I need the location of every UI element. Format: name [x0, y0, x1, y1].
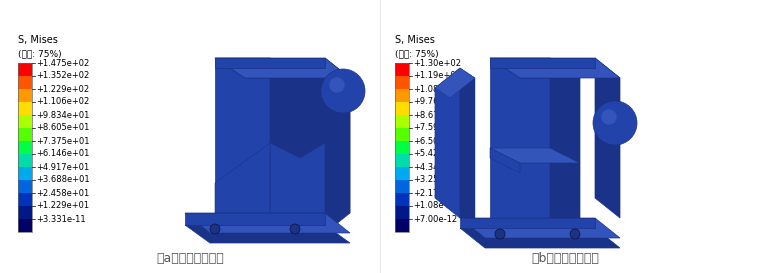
Polygon shape: [215, 58, 300, 78]
Text: +1.30e+02: +1.30e+02: [413, 58, 461, 67]
Bar: [395, 76, 409, 89]
Polygon shape: [490, 148, 580, 163]
Bar: [18, 219, 32, 232]
Text: +7.59e+01: +7.59e+01: [413, 123, 461, 132]
Text: +8.605e+01: +8.605e+01: [36, 123, 90, 132]
Text: （b）新型网架节点: （b）新型网架节点: [531, 252, 599, 265]
Polygon shape: [185, 225, 350, 243]
Text: +4.917e+01: +4.917e+01: [36, 162, 89, 171]
Polygon shape: [460, 228, 620, 248]
Polygon shape: [270, 58, 300, 233]
Bar: [395, 154, 409, 167]
Polygon shape: [490, 58, 620, 78]
Bar: [18, 154, 32, 167]
Bar: [18, 128, 32, 141]
Polygon shape: [490, 58, 580, 78]
Text: +2.17e+01: +2.17e+01: [413, 188, 461, 197]
Text: +5.42e+01: +5.42e+01: [413, 150, 461, 159]
Text: +2.458e+01: +2.458e+01: [36, 188, 89, 197]
Text: +1.352e+02: +1.352e+02: [36, 72, 89, 81]
Text: +1.475e+02: +1.475e+02: [36, 58, 89, 67]
Text: +6.146e+01: +6.146e+01: [36, 150, 90, 159]
Bar: [18, 76, 32, 89]
Text: +7.00e-12: +7.00e-12: [413, 215, 457, 224]
Polygon shape: [215, 58, 325, 68]
Polygon shape: [300, 78, 350, 233]
Polygon shape: [215, 58, 350, 78]
Bar: [395, 180, 409, 193]
Circle shape: [593, 101, 637, 145]
Bar: [395, 115, 409, 128]
Bar: [18, 63, 32, 76]
Bar: [395, 102, 409, 115]
Text: +4.34e+01: +4.34e+01: [413, 162, 461, 171]
Polygon shape: [490, 58, 595, 68]
Text: +1.08e+02: +1.08e+02: [413, 85, 461, 93]
Text: +3.331e-11: +3.331e-11: [36, 215, 86, 224]
Circle shape: [329, 77, 345, 93]
Circle shape: [210, 224, 220, 234]
Text: +8.67e+01: +8.67e+01: [413, 111, 461, 120]
Text: +1.229e+02: +1.229e+02: [36, 85, 89, 93]
Text: +1.08e+01: +1.08e+01: [413, 201, 461, 210]
Bar: [18, 63, 32, 232]
Polygon shape: [490, 58, 550, 228]
Bar: [18, 193, 32, 206]
Bar: [18, 180, 32, 193]
Bar: [395, 167, 409, 180]
Polygon shape: [185, 213, 325, 225]
Bar: [395, 141, 409, 154]
Polygon shape: [460, 218, 620, 238]
Circle shape: [601, 109, 616, 125]
Polygon shape: [325, 58, 350, 233]
Text: S, Mises: S, Mises: [395, 35, 435, 45]
Polygon shape: [550, 58, 580, 243]
Text: (平均: 75%): (平均: 75%): [18, 49, 62, 58]
Polygon shape: [435, 68, 460, 218]
Circle shape: [570, 229, 580, 239]
Polygon shape: [270, 113, 325, 213]
Polygon shape: [270, 113, 350, 158]
Bar: [18, 206, 32, 219]
Bar: [18, 115, 32, 128]
Text: +7.375e+01: +7.375e+01: [36, 136, 90, 146]
Text: S, Mises: S, Mises: [18, 35, 58, 45]
Polygon shape: [435, 68, 475, 98]
Text: +1.19e+02: +1.19e+02: [413, 72, 461, 81]
Bar: [18, 167, 32, 180]
Polygon shape: [185, 213, 350, 233]
Text: （a）传统网架节点: （a）传统网架节点: [156, 252, 224, 265]
Polygon shape: [460, 68, 475, 228]
Text: +3.688e+01: +3.688e+01: [36, 176, 90, 185]
Bar: [395, 128, 409, 141]
Circle shape: [495, 229, 505, 239]
Circle shape: [290, 224, 300, 234]
Bar: [395, 206, 409, 219]
Text: +6.50e+01: +6.50e+01: [413, 136, 461, 146]
Polygon shape: [215, 143, 270, 213]
Text: (平均: 75%): (平均: 75%): [395, 49, 439, 58]
Polygon shape: [490, 148, 520, 173]
Bar: [395, 219, 409, 232]
Polygon shape: [460, 218, 595, 228]
Bar: [395, 193, 409, 206]
Text: +3.25e+01: +3.25e+01: [413, 176, 461, 185]
Bar: [395, 89, 409, 102]
Bar: [18, 89, 32, 102]
Circle shape: [321, 69, 365, 113]
Bar: [18, 102, 32, 115]
Text: +1.229e+01: +1.229e+01: [36, 201, 89, 210]
Bar: [395, 63, 409, 232]
Bar: [395, 63, 409, 76]
Polygon shape: [215, 58, 270, 213]
Text: +1.106e+02: +1.106e+02: [36, 97, 89, 106]
Polygon shape: [595, 58, 620, 218]
Text: +9.834e+01: +9.834e+01: [36, 111, 90, 120]
Text: +9.76e+01: +9.76e+01: [413, 97, 461, 106]
Bar: [18, 141, 32, 154]
